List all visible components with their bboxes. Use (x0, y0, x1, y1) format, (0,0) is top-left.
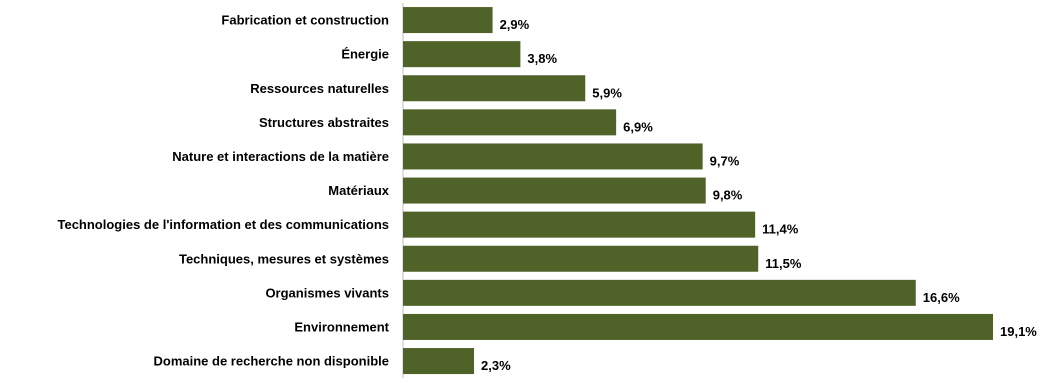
category-label: Énergie (341, 47, 389, 62)
value-label: 2,9% (500, 17, 530, 32)
category-label: Matériaux (328, 183, 389, 198)
bar (403, 41, 521, 68)
value-label: 11,4% (762, 222, 799, 237)
category-label: Techniques, mesures et systèmes (179, 251, 389, 266)
bar (403, 279, 916, 306)
value-label: 16,6% (923, 290, 960, 305)
category-label: Domaine de recherche non disponible (154, 354, 390, 369)
bar (403, 245, 759, 272)
value-label: 3,8% (527, 51, 557, 66)
value-label: 19,1% (1000, 324, 1037, 339)
category-label: Environnement (294, 319, 389, 334)
bar (403, 109, 617, 136)
value-labels: 2,9% 3,8% 5,9% 6,9% 9,7% 9,8% 11,4% 11,5% 16,6% 1… (481, 17, 1037, 373)
category-label: Fabrication et construction (221, 13, 389, 28)
value-label: 5,9% (592, 85, 622, 100)
value-label: 11,5% (765, 256, 802, 271)
bar (403, 313, 993, 340)
value-label: 2,3% (481, 358, 511, 373)
value-label: 9,8% (713, 188, 743, 203)
category-label: Ressources naturelles (250, 81, 389, 96)
category-label: Structures abstraites (259, 115, 389, 130)
category-label: Nature et interactions de la matière (172, 149, 389, 164)
category-label: Organismes vivants (265, 285, 389, 300)
category-labels: Fabrication et construction Énergie Ressou… (57, 13, 389, 369)
bar (403, 177, 706, 204)
bar (403, 348, 475, 375)
bar (403, 7, 493, 34)
value-label: 6,9% (623, 119, 653, 134)
bars (403, 7, 993, 375)
bar (403, 211, 756, 238)
bar (403, 143, 703, 170)
value-label: 9,7% (710, 153, 740, 168)
category-label: Technologies de l'information et des com… (57, 217, 389, 232)
bar (403, 75, 586, 102)
